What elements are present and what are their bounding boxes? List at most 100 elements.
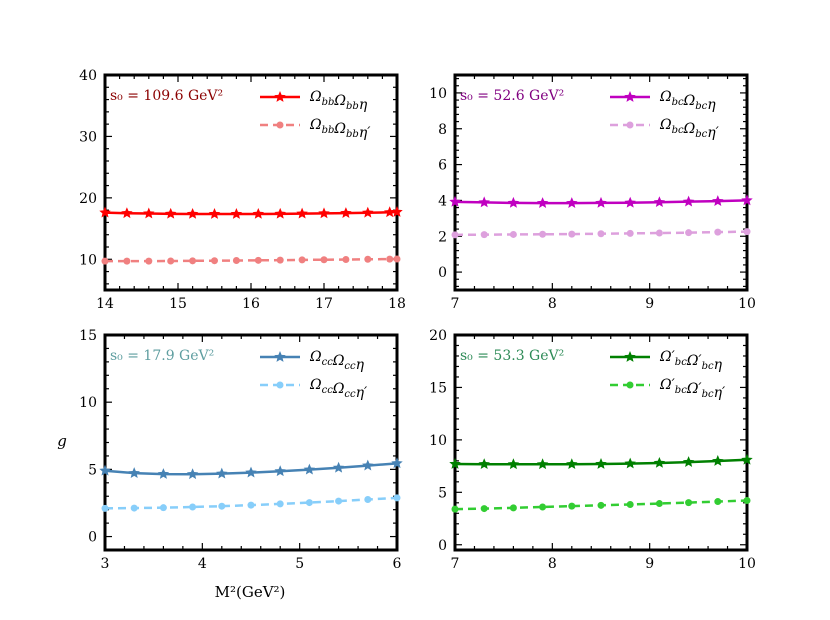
s0-annotation: s₀ = 17.9 GeV² — [110, 348, 214, 364]
data-point — [682, 195, 695, 207]
data-point — [568, 502, 576, 510]
data-point — [364, 495, 372, 503]
s0-annotation: s₀ = 52.6 GeV² — [460, 88, 564, 104]
x-tick-label: 14 — [96, 296, 114, 312]
data-point — [682, 456, 695, 467]
x-tick-label: 10 — [738, 556, 756, 572]
y-tick-label: 15 — [79, 328, 97, 344]
data-point — [655, 500, 663, 508]
x-tick-label: 10 — [738, 296, 756, 312]
data-point — [536, 458, 549, 470]
y-tick-label: 5 — [88, 462, 97, 478]
legend-marker — [276, 381, 284, 389]
data-point — [189, 503, 197, 511]
data-point — [597, 501, 605, 509]
chart-panel-2: 7 8 9 10 0 2 4 6 8 10 s₀ = 52.6 GeV² ΩbcΩbcη ΩbcΩbcη… — [429, 73, 756, 312]
x-tick-label: 6 — [393, 556, 402, 572]
data-point — [451, 231, 459, 239]
data-point — [99, 464, 111, 476]
y-tick-label: 5 — [438, 485, 447, 501]
data-point — [157, 468, 170, 479]
data-point — [167, 257, 175, 265]
x-tick-label: 17 — [315, 296, 333, 312]
x-tick-label: 8 — [548, 296, 557, 312]
plot-frame — [453, 333, 749, 552]
data-point — [539, 230, 547, 238]
data-point — [332, 461, 345, 473]
data-point — [624, 457, 636, 469]
data-point — [685, 229, 693, 237]
data-point — [509, 230, 517, 238]
data-point — [741, 453, 753, 465]
x-axis-label: M²(GeV²) — [215, 583, 286, 601]
data-point — [232, 257, 240, 265]
data-point — [741, 194, 753, 206]
data-point — [159, 504, 167, 512]
data-point — [507, 196, 520, 208]
x-tick-label: 18 — [388, 296, 406, 312]
data-point — [342, 256, 350, 264]
data-point — [624, 196, 636, 208]
data-point — [128, 467, 140, 478]
x-tick-label: 4 — [198, 556, 207, 572]
data-point — [101, 257, 109, 265]
data-point — [143, 207, 155, 219]
data-point — [480, 505, 488, 513]
y-axis-label: g — [57, 432, 67, 450]
legend-marker — [626, 381, 634, 389]
data-point — [274, 465, 286, 477]
data-point — [99, 206, 111, 218]
data-point — [685, 499, 693, 507]
data-point — [101, 504, 109, 512]
data-point — [130, 504, 138, 512]
x-tick-label: 9 — [645, 296, 654, 312]
legend-marker — [276, 121, 284, 129]
data-point — [386, 255, 394, 263]
data-point — [296, 207, 308, 219]
data-point — [566, 458, 578, 470]
data-point — [340, 207, 352, 218]
x-tick-label: 7 — [451, 556, 460, 572]
data-point — [566, 197, 578, 208]
data-point — [364, 255, 372, 263]
y-tick-label: 0 — [438, 265, 447, 281]
data-point — [247, 501, 255, 509]
y-tick-label: 15 — [429, 380, 447, 396]
data-point — [123, 257, 131, 265]
data-point — [478, 196, 490, 208]
data-point — [626, 229, 634, 237]
y-tick-label: 10 — [79, 252, 97, 268]
data-point — [393, 255, 401, 263]
y-tick-label: 10 — [79, 395, 97, 411]
data-point — [186, 468, 199, 480]
data-point — [449, 195, 461, 207]
s0-annotation: s₀ = 109.6 GeV² — [110, 88, 223, 104]
data-point — [274, 207, 286, 219]
data-point — [218, 502, 226, 510]
data-point — [320, 256, 328, 264]
data-point — [121, 207, 133, 219]
data-point — [539, 503, 547, 511]
s0-annotation: s₀ = 53.3 GeV² — [460, 348, 564, 364]
legend-marker — [624, 91, 636, 102]
data-point — [362, 459, 374, 471]
chart-panel-1: 14 15 16 17 18 10 20 30 40 s₀ = 109.6 GeV² ΩbbΩbbη… — [79, 68, 406, 312]
y-tick-label: 4 — [438, 193, 447, 209]
chart-panel-3: 3 4 5 6 0 5 10 15 s₀ = 17.9 GeV² ΩccΩccη ΩccΩccη′ — [79, 328, 403, 572]
data-point — [230, 208, 243, 219]
y-tick-label: 0 — [438, 538, 447, 554]
legend-marker — [274, 91, 286, 102]
data-point — [276, 256, 284, 264]
x-tick-label: 3 — [101, 556, 110, 572]
y-tick-label: 2 — [438, 229, 447, 245]
y-tick-label: 0 — [88, 530, 97, 546]
data-point — [254, 256, 262, 264]
y-tick-label: 20 — [429, 328, 447, 344]
legend-entry: ΩbcΩbcη — [659, 89, 716, 113]
data-point — [451, 505, 459, 513]
data-point — [391, 205, 403, 217]
x-tick-label: 7 — [451, 296, 460, 312]
data-point — [743, 496, 751, 504]
x-tick-label: 5 — [295, 556, 304, 572]
